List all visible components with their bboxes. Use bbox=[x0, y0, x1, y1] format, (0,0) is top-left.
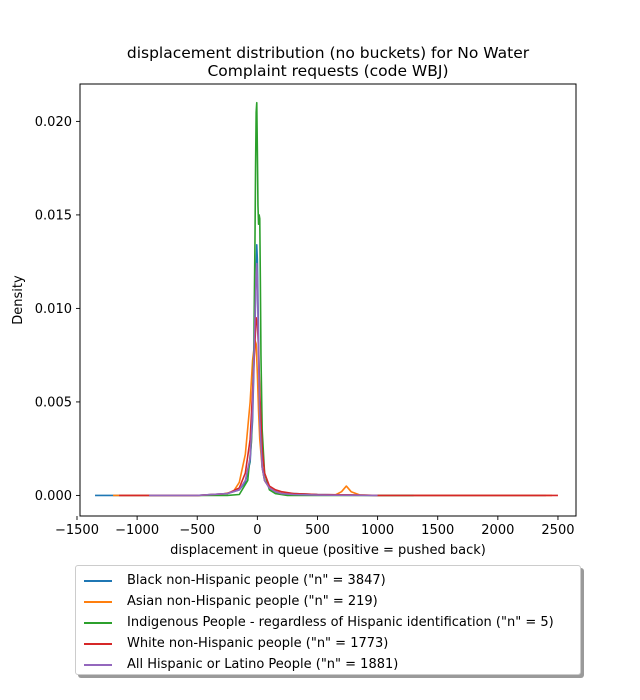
legend-line-swatch bbox=[84, 642, 112, 645]
legend-line-swatch bbox=[84, 663, 112, 666]
legend-label: Indigenous People - regardless of Hispan… bbox=[127, 615, 554, 630]
legend-line-swatch bbox=[84, 579, 112, 582]
x-tick-label: 2500 bbox=[541, 523, 574, 538]
legend-label: White non-Hispanic people ("n" = 1773) bbox=[127, 636, 389, 651]
x-axis-ticks: −1500 −1000 −500 0 500 1000 1500 2000 2500 bbox=[55, 516, 575, 538]
y-tick-label: 0.015 bbox=[35, 208, 72, 223]
legend-item: Asian non-Hispanic people ("n" = 219) bbox=[76, 591, 580, 612]
y-tick-label: 0.000 bbox=[35, 489, 72, 504]
legend-item: All Hispanic or Latino People ("n" = 188… bbox=[76, 654, 580, 675]
chart-title-line-2: Complaint requests (code WBJ) bbox=[207, 62, 448, 80]
legend-line-swatch bbox=[84, 621, 112, 624]
y-tick-label: 0.005 bbox=[35, 395, 72, 410]
chart-canvas: displacement distribution (no buckets) f… bbox=[11, 44, 577, 558]
legend-item: Indigenous People - regardless of Hispan… bbox=[76, 612, 580, 633]
x-axis-label: displacement in queue (positive = pushed… bbox=[170, 543, 486, 558]
x-tick-label: −1000 bbox=[115, 523, 159, 538]
legend-label: All Hispanic or Latino People ("n" = 188… bbox=[127, 657, 399, 672]
series-line-3 bbox=[149, 101, 414, 497]
x-tick-label: −1500 bbox=[55, 523, 99, 538]
legend-item: White non-Hispanic people ("n" = 1773) bbox=[76, 633, 580, 654]
x-tick-label: 1500 bbox=[421, 523, 454, 538]
y-tick-label: 0.010 bbox=[35, 302, 72, 317]
y-axis-ticks: 0.000 0.005 0.010 0.015 0.020 bbox=[35, 115, 80, 504]
y-axis-label: Density bbox=[11, 275, 26, 325]
legend-line-swatch bbox=[84, 600, 112, 603]
chart-title-line-1: displacement distribution (no buckets) f… bbox=[127, 44, 530, 62]
x-tick-label: −500 bbox=[179, 523, 215, 538]
chart-legend: Black non-Hispanic people ("n" = 3847) As… bbox=[75, 565, 581, 675]
x-tick-label: 500 bbox=[305, 523, 330, 538]
y-tick-label: 0.020 bbox=[35, 115, 72, 130]
x-tick-label: 1000 bbox=[361, 523, 394, 538]
plot-area bbox=[80, 84, 576, 516]
legend-label: Asian non-Hispanic people ("n" = 219) bbox=[127, 594, 378, 609]
series-line-5 bbox=[149, 262, 378, 497]
x-tick-label: 0 bbox=[253, 523, 261, 538]
legend-label: Black non-Hispanic people ("n" = 3847) bbox=[127, 573, 386, 588]
plot-frame bbox=[79, 83, 577, 517]
series-layer bbox=[95, 101, 558, 497]
legend-item: Black non-Hispanic people ("n" = 3847) bbox=[76, 570, 580, 591]
x-tick-label: 2000 bbox=[481, 523, 514, 538]
